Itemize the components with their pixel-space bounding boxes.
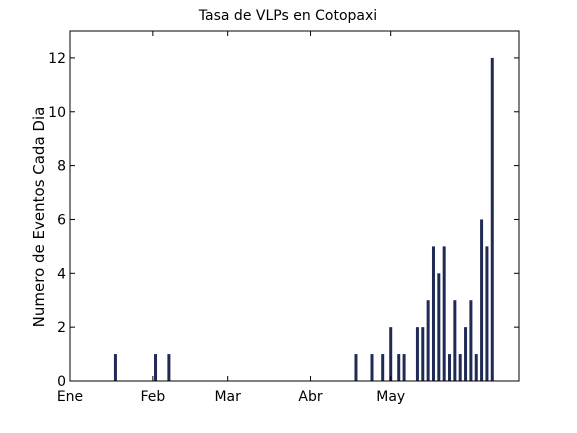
y-tick-label: 6 [57,212,66,228]
x-axis-ticks: Ene Feb Mar Abr May [57,31,405,405]
bar [480,219,484,381]
y-tick-label: 2 [57,320,66,336]
plot-area-frame [69,30,520,382]
y-axis-label: Numero de Eventos Cada Dia [30,107,48,328]
bar [389,327,393,381]
x-tick-label: May [376,389,405,405]
bar [431,246,435,381]
bar [474,354,478,381]
x-tick-label: Mar [214,389,241,405]
bar [464,327,468,381]
y-tick-label: 8 [57,159,66,175]
bars-group [113,57,494,382]
bar [437,273,441,381]
bar [485,246,489,381]
bar [469,300,473,381]
chart-title: Tasa de VLPs en Cotopaxi [198,8,377,24]
bar [381,354,385,381]
bar [415,327,419,381]
y-tick-label: 0 [57,374,66,390]
bar [442,246,446,381]
bar [397,354,401,381]
bar [402,354,406,381]
x-tick-label: Ene [57,389,83,405]
bar [490,57,494,382]
bar [354,354,358,381]
bar [113,354,117,381]
x-tick-label: Feb [140,389,165,405]
bar [167,354,171,381]
bar [154,354,158,381]
y-tick-label: 12 [48,51,66,67]
bar [448,354,452,381]
y-tick-label: 4 [57,266,66,282]
bar [370,354,374,381]
bar [421,327,425,381]
x-tick-label: Abr [298,389,322,405]
bar [453,300,457,381]
y-tick-label: 10 [48,105,66,121]
y-axis-ticks: 0 2 4 6 8 10 12 [48,51,519,390]
bar [458,354,462,381]
bar [426,300,430,381]
